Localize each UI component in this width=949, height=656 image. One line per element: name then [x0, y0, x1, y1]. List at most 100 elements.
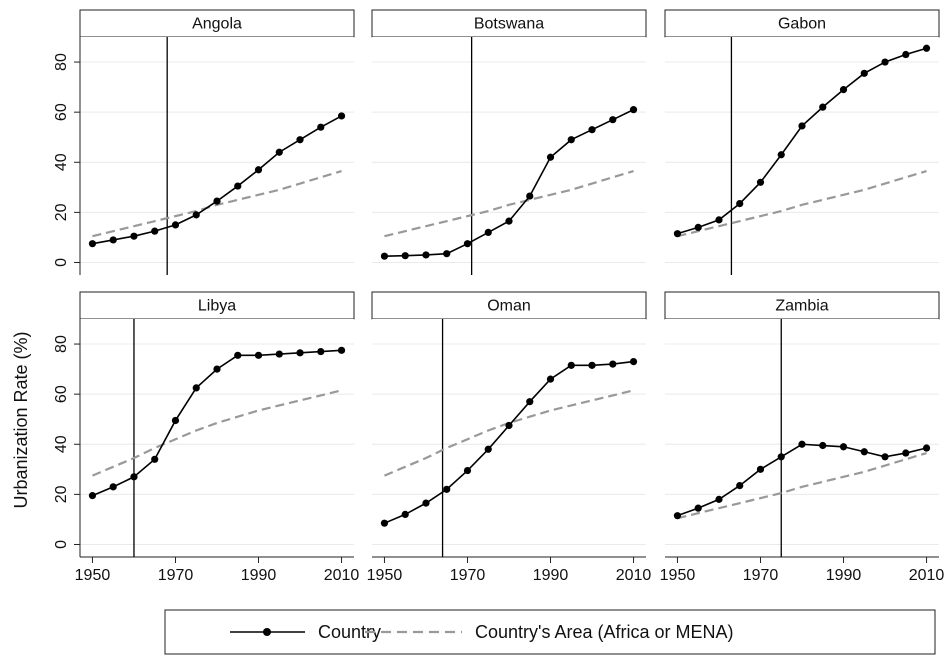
country-point — [526, 398, 534, 406]
country-point — [109, 483, 117, 491]
country-point — [715, 216, 723, 224]
area-line — [92, 389, 342, 477]
plot-area — [665, 37, 939, 275]
legend-label: Country — [318, 622, 381, 642]
panel-header — [664, 9, 940, 38]
country-point — [609, 116, 617, 124]
country-point — [254, 351, 263, 359]
country-point — [546, 375, 555, 383]
x-tick-label: 1970 — [450, 567, 486, 584]
y-tick-label: 60 — [53, 103, 70, 121]
country-point — [567, 361, 575, 369]
country-point — [777, 151, 785, 159]
plot-area — [80, 319, 354, 557]
y-tick-label: 0 — [53, 258, 70, 267]
country-point — [109, 236, 117, 244]
country-point — [736, 482, 744, 490]
x-tick-label: 1990 — [241, 567, 277, 584]
country-point — [234, 351, 242, 359]
country-point — [673, 512, 682, 520]
panel-title: Botswana — [474, 16, 544, 33]
panel-title: Libya — [198, 298, 236, 315]
country-point — [819, 103, 827, 111]
country-point — [380, 519, 389, 527]
country-point — [234, 182, 242, 190]
x-tick-label: 1970 — [743, 567, 779, 584]
country-point — [380, 252, 389, 260]
y-tick-label: 20 — [53, 485, 70, 503]
country-point — [526, 192, 534, 200]
country-point — [673, 230, 682, 238]
plot-area — [80, 37, 354, 275]
x-tick-label: 1950 — [660, 567, 696, 584]
country-point — [798, 440, 806, 448]
x-tick-label: 1970 — [158, 567, 194, 584]
country-point — [860, 69, 868, 77]
panel-title: Oman — [487, 298, 531, 315]
country-point — [443, 250, 451, 258]
panel-header — [79, 9, 355, 38]
legend-label: Country's Area (Africa or MENA) — [475, 622, 734, 642]
panel-title: Gabon — [778, 16, 826, 33]
country-point — [629, 106, 638, 114]
country-point — [736, 200, 744, 208]
country-point — [546, 153, 555, 161]
country-point — [588, 361, 596, 369]
country-point — [756, 465, 765, 473]
country-point — [505, 421, 513, 430]
country-point — [463, 466, 472, 475]
country-point — [588, 126, 596, 134]
y-tick-label: 40 — [53, 153, 70, 171]
country-point — [629, 357, 638, 366]
country-point — [151, 227, 159, 235]
country-point — [798, 122, 806, 130]
panel-header — [664, 291, 940, 320]
country-point — [505, 217, 513, 225]
country-point — [902, 449, 910, 457]
country-point — [694, 223, 702, 231]
country-point — [484, 228, 492, 237]
country-point — [213, 365, 221, 373]
country-point — [902, 50, 910, 59]
area-line — [384, 389, 634, 477]
country-point — [317, 123, 325, 131]
country-point — [151, 455, 159, 463]
x-tick-label: 2010 — [616, 567, 652, 584]
area-line — [677, 169, 927, 238]
x-tick-label: 2010 — [909, 567, 945, 584]
y-tick-label: 20 — [53, 203, 70, 221]
panel-header — [371, 9, 647, 38]
x-tick-label: 2010 — [324, 567, 360, 584]
x-tick-label: 1950 — [75, 567, 111, 584]
y-tick-label: 60 — [53, 385, 70, 403]
panel-header — [79, 291, 355, 320]
country-point — [922, 444, 931, 452]
y-tick-label: 40 — [53, 435, 70, 453]
country-point — [171, 416, 180, 425]
x-tick-label: 1950 — [367, 567, 403, 584]
legend-swatch-point — [263, 628, 271, 636]
area-line — [92, 169, 342, 238]
country-point — [337, 112, 346, 120]
plot-area — [665, 319, 939, 557]
country-point — [819, 441, 827, 450]
plot-area — [372, 319, 646, 557]
country-point — [401, 252, 409, 260]
country-point — [401, 510, 409, 519]
country-point — [715, 495, 723, 503]
country-point — [130, 232, 138, 240]
country-point — [881, 58, 889, 66]
country-point — [839, 443, 848, 451]
country-point — [839, 86, 848, 94]
area-line — [677, 451, 927, 520]
country-point — [275, 350, 283, 358]
country-point — [130, 473, 138, 481]
x-tick-label: 1990 — [826, 567, 862, 584]
country-point — [88, 492, 97, 500]
country-point — [171, 221, 180, 229]
country-point — [756, 178, 765, 186]
country-point — [192, 384, 200, 392]
area-line — [384, 169, 634, 238]
panel-header — [371, 291, 647, 320]
country-point — [922, 44, 931, 52]
